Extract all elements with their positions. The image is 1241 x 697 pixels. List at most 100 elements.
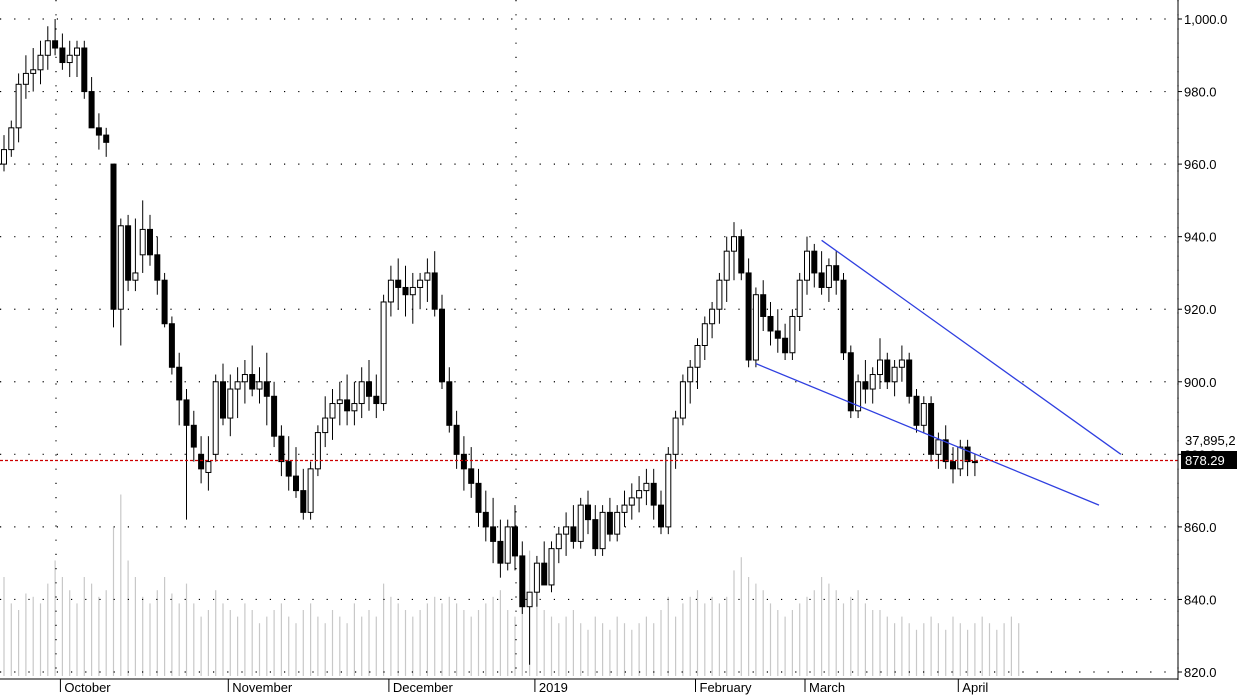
y-tick-label: 840.0 — [1184, 592, 1217, 607]
price-badges: 37,895,2 878.29 — [1181, 433, 1237, 469]
candle-up — [789, 315, 796, 354]
y-axis: 1,000.0980.0960.0940.0920.0900.0880.0860… — [1177, 0, 1227, 680]
candle-up — [212, 381, 219, 455]
candle-up — [74, 47, 80, 56]
candle-up — [132, 272, 139, 281]
candle-up — [329, 403, 336, 419]
candle-down — [833, 265, 840, 281]
candle-up — [636, 490, 643, 499]
candle-down — [285, 461, 292, 477]
candle-down — [220, 381, 226, 419]
candle-down — [650, 482, 657, 506]
candle-down — [782, 337, 789, 354]
candle-down — [198, 453, 205, 470]
candle-up — [387, 279, 394, 303]
candle-up — [614, 511, 621, 535]
candle-up — [351, 403, 358, 412]
candle-down — [811, 250, 818, 274]
candle-up — [15, 83, 22, 129]
candle-up — [336, 399, 343, 405]
candle-down — [950, 461, 956, 470]
candle-down — [541, 562, 548, 586]
candle-down — [278, 435, 285, 463]
month-label: 2019 — [539, 680, 568, 695]
candle-down — [190, 424, 197, 448]
candle-down — [103, 134, 110, 143]
candle-up — [409, 286, 416, 296]
candle-up — [935, 439, 942, 455]
candle-up — [44, 40, 51, 56]
candle-up — [731, 236, 737, 252]
candle-down — [774, 330, 781, 339]
candle-down — [366, 381, 372, 397]
candle-up — [358, 381, 365, 405]
candle-down — [402, 286, 409, 296]
candle-down — [293, 475, 299, 492]
candle-down — [818, 272, 825, 288]
candle-down — [439, 308, 445, 383]
candle-down — [658, 504, 664, 528]
candle-up — [723, 250, 730, 281]
candle-up — [891, 366, 898, 383]
candle-down — [154, 254, 161, 281]
month-label: April — [962, 680, 988, 695]
candle-down — [52, 40, 59, 49]
y-tick-label: 940.0 — [1184, 230, 1217, 245]
candle-down — [373, 395, 380, 405]
candle-up — [687, 366, 694, 383]
candle-up — [577, 504, 584, 542]
candle-up — [555, 533, 562, 550]
candle-up — [563, 526, 570, 535]
candle-up — [709, 308, 716, 325]
candle-up — [1, 149, 7, 165]
candle-up — [256, 381, 263, 390]
y-tick-label: 960.0 — [1184, 157, 1217, 172]
candle-up — [227, 388, 234, 419]
candle-down — [862, 381, 869, 390]
trendline-lower — [755, 363, 1100, 506]
candle-down — [453, 424, 460, 455]
candle-down — [964, 446, 971, 463]
candle-down — [183, 399, 190, 426]
candle-down — [176, 366, 183, 401]
candle-up — [117, 225, 124, 310]
candle-down — [497, 540, 504, 564]
candle-down — [840, 279, 847, 354]
candle-down — [446, 381, 453, 426]
candle-down — [928, 403, 935, 455]
candle-down — [110, 163, 117, 310]
month-label: March — [809, 680, 845, 695]
candle-up — [504, 526, 511, 564]
y-tick-label: 860.0 — [1184, 520, 1217, 535]
candle-up — [621, 504, 628, 513]
candles — [1, 19, 978, 665]
y-tick-label: 820.0 — [1184, 665, 1217, 680]
candle-up — [380, 301, 387, 405]
candle-up — [8, 127, 15, 151]
candle-up — [672, 417, 679, 455]
month-label: November — [232, 680, 293, 695]
candle-down — [59, 47, 66, 64]
candle-up — [22, 72, 29, 85]
candle-up — [898, 359, 905, 368]
month-label: December — [393, 680, 454, 695]
candle-down — [490, 526, 497, 542]
x-axis: October November December 2019 February March… — [0, 678, 1178, 695]
candle-up — [869, 374, 876, 390]
candle-down — [88, 91, 95, 129]
candle-down — [884, 359, 891, 383]
month-label: February — [700, 680, 753, 695]
candle-down — [482, 511, 489, 528]
trendlines — [755, 239, 1122, 506]
candle-up — [234, 381, 241, 390]
y-tick-label: 980.0 — [1184, 85, 1217, 100]
candle-up — [548, 548, 555, 586]
candle-up — [957, 446, 964, 470]
candle-up — [716, 279, 723, 310]
candle-up — [679, 381, 686, 419]
candle-down — [592, 519, 599, 550]
candle-up — [307, 468, 314, 513]
candle-down — [906, 359, 913, 397]
candle-down — [460, 453, 467, 470]
grid-lines — [0, 0, 1179, 676]
